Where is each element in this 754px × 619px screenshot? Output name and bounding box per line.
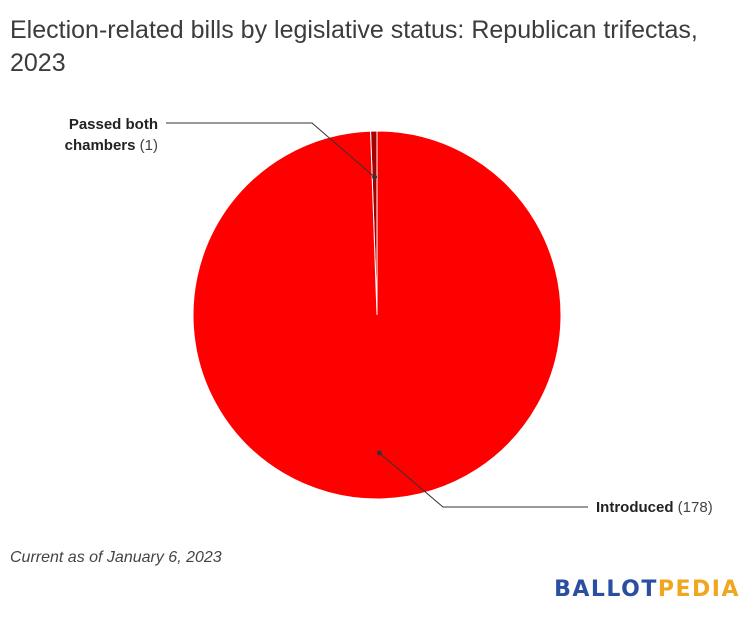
slice-label-introduced: Introduced (178) — [596, 499, 713, 516]
chart-title: Election-related bills by legislative st… — [10, 16, 698, 77]
current-as-of-note: Current as of January 6, 2023 — [10, 549, 222, 566]
slice-label-passed-line1: Passed both — [69, 116, 158, 133]
leader-line-introduced-dot — [376, 450, 382, 456]
leader-line-passed-dot — [372, 174, 378, 180]
slice-label-introduced-value: (178) — [678, 499, 713, 516]
logo-ballot: BALLOT — [554, 577, 658, 602]
slice-label-passed-line2: chambers (1) — [65, 137, 158, 154]
slice-label-passed-value: (1) — [140, 137, 158, 154]
ballotpedia-logo[interactable]: BALLOTPEDIA — [554, 577, 740, 602]
leader-line-passed — [166, 122, 375, 178]
slice-label-passed-name: chambers — [65, 137, 136, 154]
slice-label-introduced-name: Introduced — [596, 499, 674, 516]
pie-slice-introduced[interactable] — [192, 130, 562, 500]
leader-line-introduced — [379, 452, 588, 508]
logo-pedia: PEDIA — [657, 577, 740, 602]
